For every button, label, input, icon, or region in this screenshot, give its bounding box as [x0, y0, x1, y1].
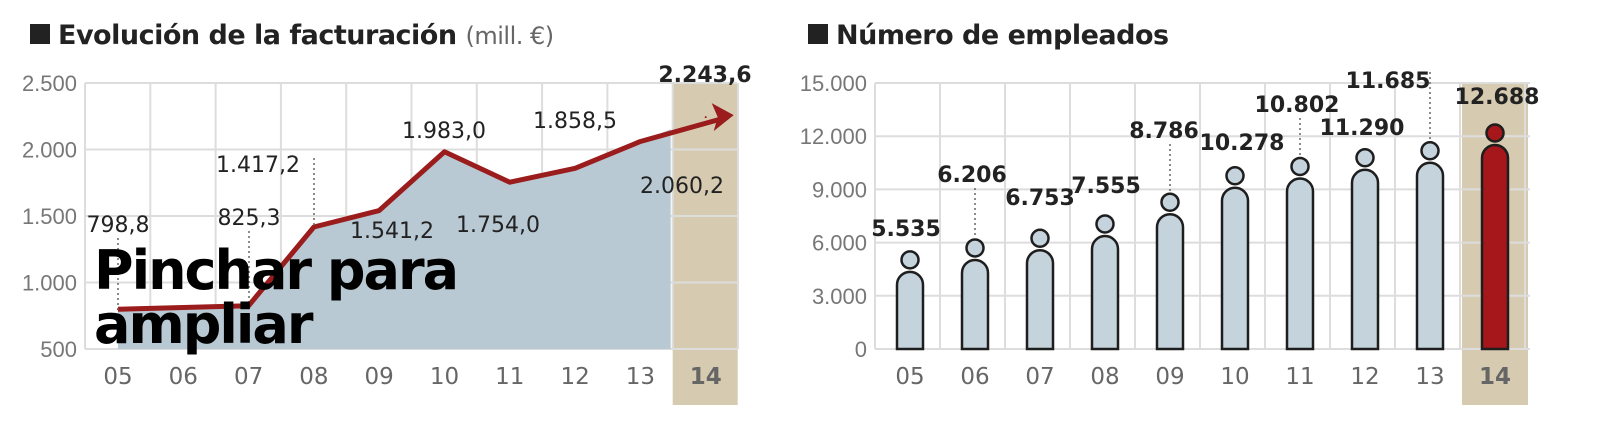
- data-label: 11.685: [1346, 69, 1431, 94]
- data-label: 1.858,5: [533, 109, 617, 134]
- person-head: [1095, 214, 1115, 234]
- x-tick-label: 14: [690, 364, 722, 390]
- data-label: 1.541,2: [350, 219, 434, 244]
- y-tick-label: 1.000: [22, 271, 77, 296]
- person-body: [1090, 234, 1120, 351]
- person-body: [960, 258, 990, 351]
- data-label: 1.417,2: [216, 153, 300, 178]
- x-tick-label: 08: [1090, 364, 1119, 390]
- y-tick-label: 3.000: [812, 284, 867, 309]
- data-label: 1.754,0: [456, 213, 540, 238]
- data-label: 6.206: [937, 163, 1007, 188]
- person-bar: [1285, 156, 1315, 351]
- x-tick-label: 13: [626, 364, 655, 390]
- y-tick-label: 9.000: [812, 177, 867, 202]
- person-bar: [1480, 123, 1510, 351]
- person-bar: [1415, 141, 1445, 351]
- arrow-head-icon: [711, 103, 734, 132]
- data-point: [247, 304, 250, 307]
- y-tick-label: 500: [40, 337, 77, 362]
- title-square-icon: [808, 24, 828, 44]
- person-body: [1025, 249, 1055, 351]
- x-tick-label: 11: [495, 364, 524, 390]
- x-tick-label: 12: [1350, 364, 1379, 390]
- person-head: [1030, 228, 1050, 248]
- data-point: [639, 140, 642, 143]
- person-head: [1485, 123, 1505, 143]
- x-tick-label: 07: [234, 364, 263, 390]
- x-tick-label: 09: [365, 364, 394, 390]
- y-tick-label: 15.000: [800, 71, 867, 96]
- data-point: [508, 181, 511, 184]
- y-tick-label: 2.500: [22, 71, 77, 96]
- person-body: [1415, 161, 1445, 351]
- person-body: [1285, 177, 1315, 351]
- person-bar: [1220, 165, 1250, 351]
- person-body: [1220, 186, 1250, 351]
- y-tick-label: 6.000: [812, 231, 867, 256]
- x-tick-label: 12: [560, 364, 589, 390]
- x-tick-label: 07: [1025, 364, 1054, 390]
- data-label: 8.786: [1129, 119, 1199, 144]
- data-label: 5.535: [871, 217, 941, 242]
- title-square-icon: [30, 24, 50, 44]
- person-bar: [960, 238, 990, 351]
- data-point: [443, 150, 446, 153]
- x-tick-label: 11: [1285, 364, 1314, 390]
- highlight-band: [672, 83, 738, 405]
- person-bar: [1155, 192, 1185, 351]
- person-bar: [1350, 148, 1380, 351]
- person-body: [1350, 168, 1380, 351]
- revenue-line: [117, 114, 729, 312]
- x-tick-label: 10: [430, 364, 459, 390]
- revenue-unit: (mill. €): [465, 22, 555, 50]
- data-label: 10.802: [1255, 93, 1340, 118]
- x-tick-label: 13: [1415, 364, 1444, 390]
- person-head: [965, 238, 985, 258]
- x-tick-label: 06: [169, 364, 198, 390]
- data-point: [574, 167, 577, 170]
- y-tick-label: 2.000: [22, 138, 77, 163]
- data-label: 7.555: [1071, 174, 1141, 199]
- person-body: [895, 270, 925, 351]
- x-tick-label: 06: [960, 364, 989, 390]
- area-fill: [118, 129, 671, 349]
- data-label: 798,8: [87, 213, 150, 238]
- person-head: [1225, 165, 1245, 186]
- y-tick-label: 1.500: [22, 204, 77, 229]
- revenue-chart-title: Evolución de la facturación (mill. €): [30, 20, 554, 51]
- person-bar: [1025, 228, 1055, 351]
- person-bar: [895, 250, 925, 351]
- data-point: [704, 116, 707, 119]
- person-bar: [1090, 214, 1120, 351]
- enlarge-overlay-link[interactable]: Pinchar para ampliar: [94, 239, 459, 356]
- employees-chart-title: Número de empleados: [808, 20, 1169, 51]
- data-label: 11.290: [1320, 116, 1405, 141]
- y-tick-label: 12.000: [800, 124, 867, 149]
- data-point: [378, 209, 381, 212]
- person-head: [1290, 156, 1310, 177]
- x-tick-label: 14: [1479, 364, 1511, 390]
- x-tick-label: 08: [299, 364, 328, 390]
- data-label: 825,3: [218, 206, 281, 231]
- data-point: [312, 226, 315, 229]
- y-tick-label: 0: [855, 337, 867, 362]
- data-label: 1.983,0: [402, 119, 486, 144]
- x-tick-label: 05: [895, 364, 924, 390]
- person-head: [1355, 148, 1375, 168]
- person-head: [1420, 141, 1440, 161]
- data-label: 2.060,2: [640, 174, 724, 199]
- data-label: 12.688: [1455, 85, 1540, 110]
- person-body: [1155, 212, 1185, 351]
- data-label: 10.278: [1200, 131, 1285, 156]
- person-head: [900, 250, 920, 270]
- person-head: [1160, 192, 1180, 212]
- x-tick-label: 09: [1155, 364, 1184, 390]
- person-body: [1480, 143, 1510, 351]
- data-label: 2.243,6: [658, 63, 751, 88]
- data-label: 6.753: [1005, 186, 1075, 211]
- x-tick-label: 05: [103, 364, 132, 390]
- x-tick-label: 10: [1220, 364, 1249, 390]
